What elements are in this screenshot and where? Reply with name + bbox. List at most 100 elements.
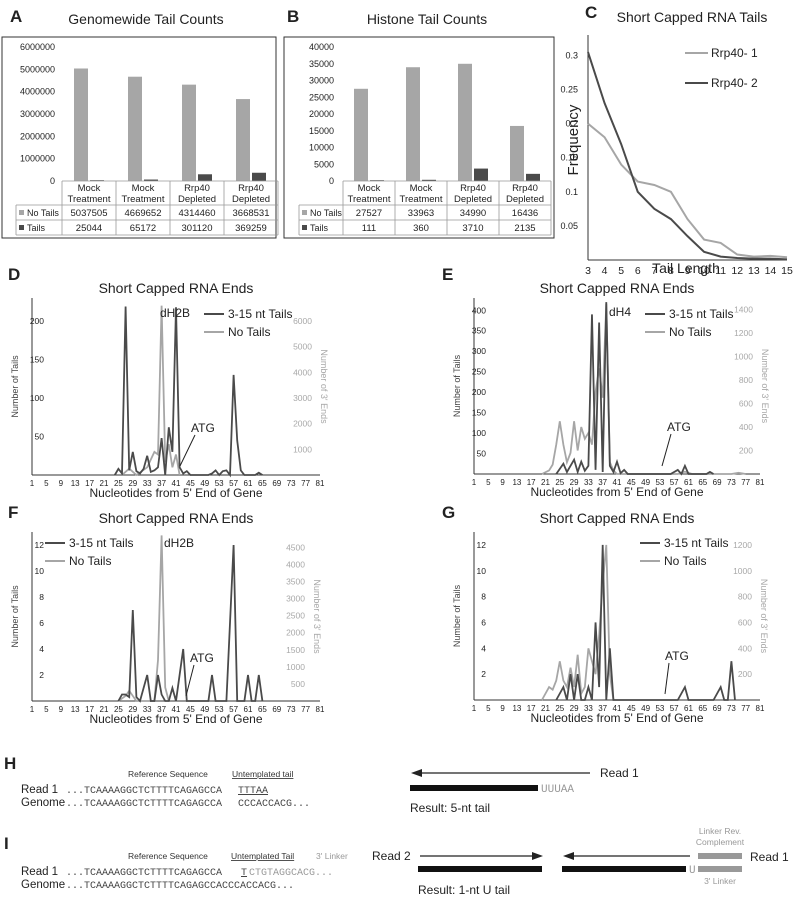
panel-a-title: Genomewide Tail Counts: [68, 11, 223, 27]
x-tick-label: 13: [748, 265, 760, 277]
y-tick-label: 200: [30, 316, 44, 326]
x-tick-label: 17: [527, 478, 536, 487]
x-tick-label: 37: [157, 705, 166, 714]
panel-f: F Short Capped RNA Ends 1 5 9 13 17 21 25 29 33 37 4…: [8, 503, 325, 726]
x-tick-label: 45: [186, 479, 195, 488]
category-label: Treatment: [348, 194, 391, 205]
x-axis-title: Nucleotides from 5' End of Gene: [89, 486, 262, 500]
panel-title: Short Capped RNA Ends: [540, 510, 695, 526]
legend-label: 3-15 nt Tails: [228, 307, 292, 321]
x-tick-label: 5: [44, 479, 49, 488]
series-line: [587, 122, 788, 259]
x-tick-label: 4: [602, 265, 608, 277]
x-tick-label: 57: [229, 479, 238, 488]
y-tick-label: 150: [472, 408, 486, 418]
x-tick-label: 69: [272, 705, 281, 714]
y-tick-label: 0.2: [565, 119, 578, 129]
x-tick-label: 49: [641, 704, 650, 713]
x-tick-label: 17: [85, 705, 94, 714]
y-tick-label: 250: [472, 367, 486, 377]
h-read-bar: [410, 785, 538, 791]
panel-label-h: H: [4, 754, 16, 773]
series-line-no-tails: [121, 305, 181, 477]
x-tick-label: 37: [598, 704, 607, 713]
panel-b-title: Histone Tail Counts: [367, 11, 487, 27]
i-linker-rev-label-2: Complement: [696, 837, 745, 847]
x-tick-label: 45: [627, 478, 636, 487]
panel-a-frame: [1, 36, 277, 239]
table-value-tails: 360: [413, 223, 429, 234]
category-label: Rrp40: [238, 183, 264, 194]
category-label: Depleted: [454, 194, 492, 205]
x-tick-label: 37: [157, 479, 166, 488]
table-value-tails: 25044: [76, 223, 102, 234]
x-tick-label: 13: [512, 478, 521, 487]
y-tick-label: 100: [30, 393, 44, 403]
x-tick-label: 45: [627, 704, 636, 713]
x-tick-label: 11: [715, 265, 726, 277]
bar-no-tails: [236, 99, 250, 181]
y-tick-label: 3000000: [20, 109, 55, 119]
y2-tick-label: 500: [291, 679, 305, 689]
atg-pointer: [185, 664, 195, 697]
series-line-no-tails: [117, 535, 170, 702]
x-tick-label: 9: [59, 479, 64, 488]
y2-tick-label: 5000: [293, 342, 312, 352]
x-tick-label: 61: [244, 479, 253, 488]
panel-label: E: [442, 265, 453, 284]
i-untemplated-header: Untemplated Tail: [231, 851, 294, 861]
x-tick-label: 9: [685, 265, 691, 277]
table-value-tails: 301120: [182, 223, 213, 234]
peak-annotation: dH2B: [164, 536, 194, 550]
x-tick-label: 69: [713, 478, 722, 487]
bar-tails: [252, 172, 266, 181]
x-tick-label: 73: [287, 479, 296, 488]
table-value-no-tails: 3668531: [233, 208, 270, 219]
h-read1-arrowhead: [411, 769, 422, 777]
category-label: Depleted: [506, 194, 544, 205]
i-linker-rev-bar: [698, 853, 742, 859]
x-tick-label: 65: [698, 478, 707, 487]
y-tick-label: 6: [481, 617, 486, 627]
y-tick-label: 0: [329, 176, 334, 186]
y-tick-label: 0.25: [560, 85, 578, 95]
atg-annotation: ATG: [191, 421, 215, 435]
legend-label: 3-15 nt Tails: [669, 307, 733, 321]
x-tick-label: 3: [585, 265, 591, 277]
y-tick-label: 20000: [309, 109, 334, 119]
row-label-no-tails: No Tails: [310, 208, 342, 218]
x-tick-label: 37: [598, 478, 607, 487]
legend-label: 3-15 nt Tails: [664, 536, 728, 550]
x-tick-label: 65: [258, 479, 267, 488]
x-tick-label: 21: [100, 705, 109, 714]
x-tick-label: 41: [613, 704, 622, 713]
x-tick-label: 69: [713, 704, 722, 713]
h-result: Result: 5-nt tail: [410, 801, 490, 815]
bar-no-tails: [182, 84, 196, 181]
y2-tick-label: 400: [738, 643, 752, 653]
y-tick-label: 4000000: [20, 87, 55, 97]
x-tick-label: 33: [584, 704, 593, 713]
y2-tick-label: 400: [739, 422, 753, 432]
h-genome-continuation: CCCACCACG...: [238, 799, 310, 810]
category-label: Mock: [358, 183, 381, 194]
legend-swatch-no-tails: [302, 210, 307, 215]
h-read-tail: TTTAA: [238, 786, 268, 797]
y-tick-label: 12: [477, 540, 487, 550]
y2-tick-label: 1400: [734, 305, 753, 315]
i-read-tail: T: [241, 868, 247, 879]
i-genome-sequence: ...TCAAAAGGCTCTTTTCAGAGCCACCCACCACG...: [66, 881, 294, 892]
y-tick-label: 0: [50, 176, 55, 186]
y2-axis-title: Number of 3' Ends: [319, 349, 329, 424]
table-value-no-tails: 4314460: [179, 208, 216, 219]
y2-tick-label: 4000: [286, 559, 305, 569]
legend-label: No Tails: [228, 325, 270, 339]
bar-no-tails: [74, 68, 88, 181]
x-tick-label: 1: [30, 705, 35, 714]
h-untemplated-header: Untemplated tail: [232, 769, 294, 779]
i-linker-header: 3' Linker: [316, 851, 348, 861]
x-tick-label: 73: [727, 478, 736, 487]
bar-tails: [474, 168, 488, 181]
y-axis-title: Number of Tails: [452, 584, 462, 647]
atg-annotation: ATG: [667, 420, 691, 434]
